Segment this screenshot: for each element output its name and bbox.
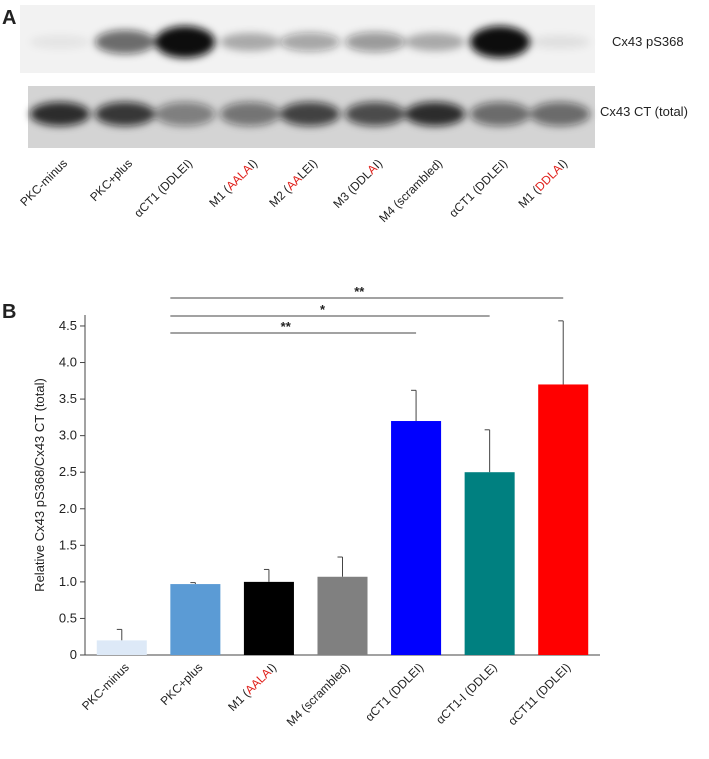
bar: [170, 584, 221, 655]
x-tick-label: M1 (AALAI): [225, 660, 279, 714]
band: [280, 32, 340, 52]
x-tick-label: αCT1 (DDLEI): [362, 660, 426, 724]
bar: [243, 581, 294, 655]
band: [345, 102, 405, 126]
blot-label: Cx43 pS368: [612, 34, 684, 49]
band: [95, 102, 155, 126]
significance-label: *: [320, 302, 326, 317]
x-tick-label: PKC+plus: [87, 156, 135, 204]
significance-label: **: [281, 319, 292, 334]
panel-label: A: [2, 7, 16, 29]
y-tick-label: 1.0: [59, 574, 77, 589]
y-axis-label: Relative Cx43 pS368/Cx43 CT (total): [32, 378, 47, 592]
x-tick-label: M4 (scrambled): [284, 660, 353, 729]
x-tick-label: M2 (AALEI): [266, 156, 320, 210]
blot-label: Cx43 CT (total): [600, 104, 688, 119]
bar: [391, 421, 442, 655]
x-tick-label: αCT1-I (DDLE): [433, 660, 500, 727]
band: [155, 102, 215, 126]
y-tick-label: 0: [70, 647, 77, 662]
band: [345, 32, 405, 52]
y-tick-label: 4.0: [59, 355, 77, 370]
y-tick-label: 3.0: [59, 428, 77, 443]
y-tick-label: 4.5: [59, 318, 77, 333]
y-tick-label: 0.5: [59, 610, 77, 625]
x-tick-label: M1 (DDLAI): [515, 156, 570, 211]
band: [220, 33, 280, 51]
band: [470, 26, 530, 58]
band: [530, 102, 590, 126]
bar: [538, 384, 589, 655]
band: [220, 102, 280, 126]
bar: [464, 472, 515, 655]
x-tick-label: αCT11 (DDLEI): [505, 660, 573, 728]
y-tick-label: 2.5: [59, 464, 77, 479]
bar: [96, 640, 147, 655]
x-tick-label: PKC+plus: [158, 660, 206, 708]
x-tick-label: PKC-minus: [79, 660, 132, 713]
significance-label: **: [354, 284, 365, 299]
x-tick-label: αCT1 (DDLEI): [446, 156, 510, 220]
x-tick-label: M3 (DDLAI): [330, 156, 385, 211]
panel-label: B: [2, 301, 16, 323]
blot-bands: [30, 26, 590, 126]
y-tick-label: 3.5: [59, 391, 77, 406]
bar: [317, 576, 368, 655]
band: [95, 30, 155, 54]
band: [155, 26, 215, 58]
y-tick-label: 2.0: [59, 501, 77, 516]
band: [405, 33, 465, 51]
band: [30, 102, 90, 126]
x-tick-label: PKC-minus: [17, 156, 70, 209]
band: [30, 35, 90, 49]
x-tick-label: M1 (AALAI): [206, 156, 260, 210]
x-tick-label: M4 (scrambled): [376, 156, 445, 225]
band: [530, 35, 590, 49]
x-tick-label: αCT1 (DDLEI): [131, 156, 195, 220]
band: [470, 102, 530, 126]
band: [280, 102, 340, 126]
y-tick-label: 1.5: [59, 537, 77, 552]
band: [405, 102, 465, 126]
